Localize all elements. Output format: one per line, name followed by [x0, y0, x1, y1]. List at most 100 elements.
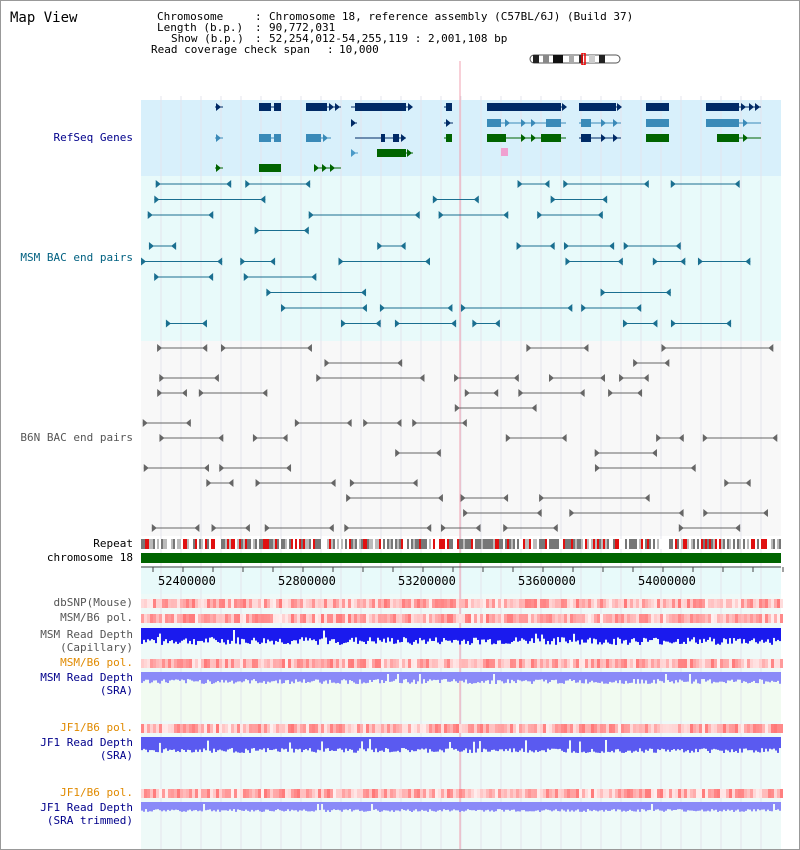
b6n-bac-pair [412, 419, 467, 427]
msm-bac-pair [563, 180, 649, 188]
msm-b6-pol-label-2: MSM/B6 pol. [60, 656, 133, 669]
gene-feature [444, 134, 452, 142]
b6n-bac-pair [143, 464, 210, 472]
b6n-bac-pair [157, 389, 187, 397]
coverage-value: 10,000 [339, 43, 379, 56]
msm-bac-pair [338, 257, 430, 266]
msm-bac-pair [266, 288, 367, 297]
b6n-bac-pair [294, 419, 352, 427]
b6n-bac-pair [206, 479, 234, 487]
msm-bac-pair [281, 304, 367, 312]
b6n-bac-pair [142, 419, 191, 427]
msm-bac-pair [245, 180, 311, 188]
gene-feature [444, 103, 452, 111]
gene-feature [355, 134, 406, 142]
b6n-bac-pair [678, 524, 741, 532]
chromosome-ideogram[interactable] [529, 53, 623, 65]
b6n-bac-pair [505, 434, 567, 442]
msm-bac-pair [154, 195, 266, 204]
b6n-bac-pair [526, 344, 589, 352]
gene-feature [215, 103, 223, 111]
axis-tick-label: 52400000 [158, 574, 216, 588]
b6n-bac-pair [440, 524, 481, 532]
msm-bac-pair [581, 304, 642, 312]
b6n-bac-pair [594, 464, 696, 472]
refseq-label[interactable]: RefSeq Genes [53, 131, 133, 144]
b6n-bac-pair [221, 344, 312, 352]
b6n-bac-pair [363, 419, 402, 427]
b6n-bac-pair [633, 359, 670, 367]
msm-bac-pairs-track[interactable] [141, 180, 751, 328]
msm-bac-pair [154, 273, 214, 281]
b6n-bac-pair [464, 389, 499, 397]
msm-bac-pair [600, 288, 671, 297]
msm-bac-pair [141, 257, 223, 266]
msm-bac-pair [148, 242, 177, 250]
b6n-bac-pair [349, 479, 418, 487]
msm-bac-pair [394, 319, 457, 328]
gene-feature [306, 103, 341, 111]
msm-b6-pol-label: MSM/B6 pol. [60, 611, 133, 624]
msm-bac-pair [432, 195, 479, 204]
b6n-bac-label[interactable]: B6N BAC end pairs [20, 431, 133, 444]
b6n-bac-pair [159, 374, 219, 382]
msm-bac-pair [623, 242, 681, 250]
b6n-bac-pair [344, 524, 432, 532]
gene-feature [579, 134, 621, 142]
msm-bac-pair [537, 211, 603, 219]
msm-bac-pair [155, 180, 232, 188]
gene-feature [487, 103, 567, 111]
grid-lines [160, 96, 762, 849]
show-key: Show (b.p.) [171, 32, 244, 45]
b6n-bac-pair [724, 479, 751, 487]
b6n-bac-pair [198, 389, 268, 397]
b6n-bac-pair [548, 374, 606, 382]
b6n-bac-pair [518, 389, 585, 397]
b6n-bac-pair [463, 509, 542, 517]
b6n-bac-pair [264, 524, 334, 532]
b6n-bac-pair [151, 524, 200, 532]
b6n-bac-pair [703, 509, 768, 517]
jf1-trim-label: JF1 Read Depth [40, 801, 133, 814]
gene-feature [706, 119, 761, 127]
msm-bac-pair [308, 211, 420, 219]
refseq-genes-track[interactable] [215, 103, 761, 172]
b6n-bac-pair [656, 434, 684, 442]
msm-bac-pair [563, 242, 615, 250]
msm-bac-pair [622, 319, 658, 328]
msm-depth-capillary-label: MSM Read Depth [40, 628, 133, 641]
msm-bac-pair [670, 319, 732, 328]
msm-depth-capillary-sub: (Capillary) [60, 641, 133, 654]
b6n-bac-pair [503, 524, 558, 532]
dbsnp-label: dbSNP(Mouse) [53, 596, 133, 609]
gene-feature [215, 134, 223, 142]
gene-feature [259, 103, 281, 111]
axis-tick-label: 54000000 [638, 574, 696, 588]
b6n-bac-pair [702, 434, 778, 442]
b6n-bac-pair [661, 344, 774, 352]
b6n-bac-pair [211, 524, 250, 532]
gene-feature [259, 134, 281, 142]
gene-feature [306, 134, 331, 142]
polymorphism-heat-tracks [141, 599, 783, 798]
msm-bac-pair [472, 319, 500, 328]
msm-bac-pair [254, 226, 309, 235]
b6n-bac-pair [608, 389, 643, 397]
b6n-bac-pairs-track[interactable] [142, 344, 778, 532]
msm-bac-pair [550, 195, 608, 204]
msm-depth-sra-label: MSM Read Depth [40, 671, 133, 684]
jf1-b6-pol-label-2: JF1/B6 pol. [60, 786, 133, 799]
b6n-bac-pair [219, 464, 292, 472]
gene-feature [717, 134, 761, 142]
b6n-bac-pair [569, 509, 684, 517]
gene-feature [487, 134, 566, 142]
b6n-bac-pair [252, 434, 288, 442]
jf1-b6-pol-label: JF1/B6 pol. [60, 721, 133, 734]
msm-bac-pair [565, 257, 623, 266]
msm-bac-pair [377, 242, 406, 250]
gene-feature [377, 149, 413, 157]
msm-bac-pair [460, 304, 573, 312]
msm-bac-label[interactable]: MSM BAC end pairs [20, 251, 133, 264]
read-depth-tracks [141, 628, 781, 812]
gene-feature [646, 119, 669, 127]
